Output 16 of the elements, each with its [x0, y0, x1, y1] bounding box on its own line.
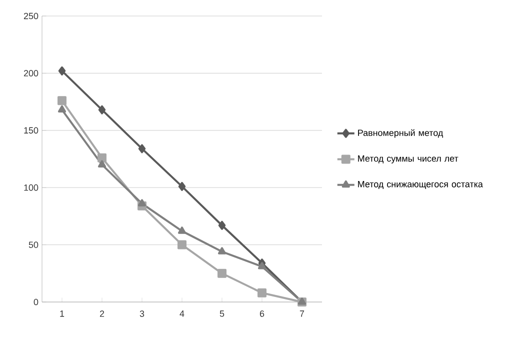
- y-tick-label: 100: [24, 184, 38, 191]
- x-tick-label: 3: [140, 310, 144, 317]
- y-tick-label: 200: [24, 70, 38, 76]
- legend-label: Равномерный метод: [358, 129, 444, 138]
- x-tick-label: 2: [100, 310, 104, 317]
- x-tick-label: 1: [60, 310, 64, 317]
- x-tick-label: 5: [220, 310, 224, 317]
- legend-label: Метод снижающегося остатка: [358, 181, 483, 190]
- y-tick-label: 0: [34, 298, 38, 306]
- y-tick-label: 50: [28, 242, 38, 248]
- legend-label: Метод суммы чисел лет: [358, 155, 458, 164]
- x-tick-label: 4: [180, 310, 184, 317]
- y-tick-label: 150: [24, 127, 38, 134]
- y-tick-label: 250: [24, 12, 38, 20]
- x-tick-label: 7: [300, 310, 304, 317]
- x-tick-label: 6: [260, 310, 264, 317]
